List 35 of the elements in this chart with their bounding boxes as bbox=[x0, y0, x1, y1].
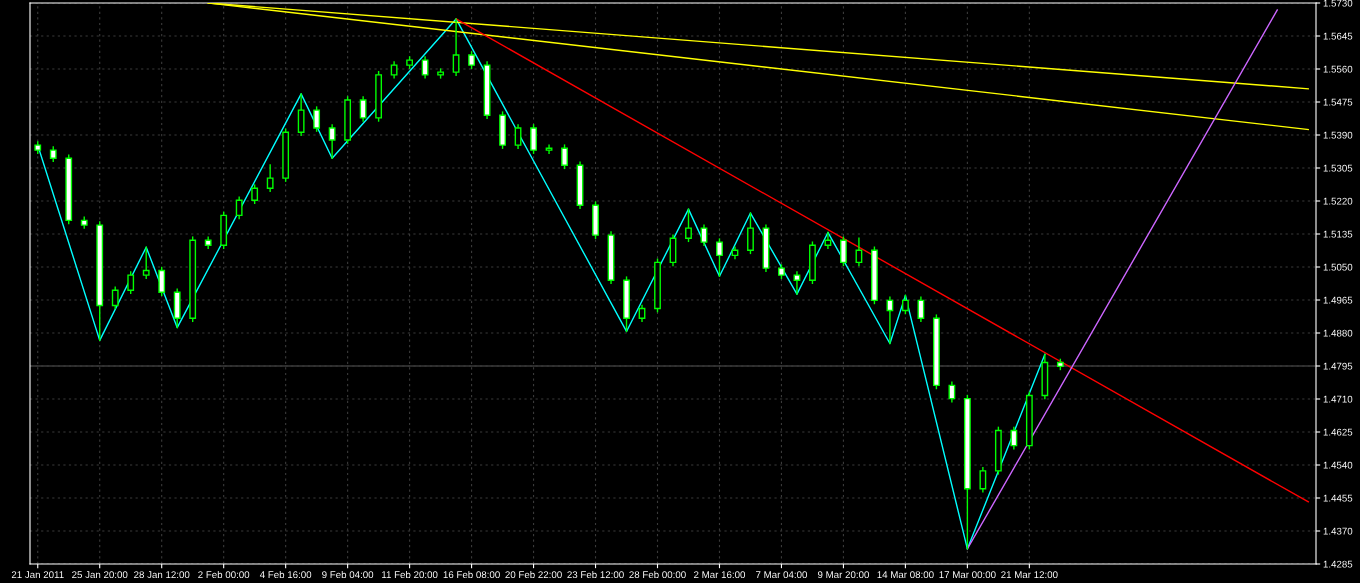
x-tick-label: 25 Jan 20:00 bbox=[72, 571, 128, 579]
y-tick-label: 1.5730 bbox=[1323, 0, 1353, 7]
x-tick-label: 17 Mar 00:00 bbox=[939, 571, 996, 579]
x-tick-label: 28 Jan 12:00 bbox=[134, 571, 190, 579]
y-tick-label: 1.5645 bbox=[1323, 32, 1353, 40]
y-tick-label: 1.4880 bbox=[1323, 329, 1353, 337]
y-tick-label: 1.5475 bbox=[1323, 98, 1353, 106]
x-tick-label: 14 Mar 08:00 bbox=[877, 571, 934, 579]
x-tick-label: 7 Mar 04:00 bbox=[756, 571, 808, 579]
y-tick-label: 1.5220 bbox=[1323, 197, 1353, 205]
y-tick-label: 1.4795 bbox=[1323, 362, 1353, 370]
y-tick-label: 1.5390 bbox=[1323, 131, 1353, 139]
y-tick-label: 1.4625 bbox=[1323, 428, 1353, 436]
x-tick-label: 9 Feb 04:00 bbox=[322, 570, 374, 579]
y-tick-label: 1.5305 bbox=[1323, 164, 1353, 172]
x-tick-label: 9 Mar 20:00 bbox=[817, 571, 869, 579]
x-tick-label: 2 Feb 00:00 bbox=[198, 570, 250, 579]
x-tick-label: 21 Jan 2011 bbox=[11, 571, 64, 579]
y-tick-label: 1.5050 bbox=[1323, 263, 1353, 271]
y-tick-label: 1.5560 bbox=[1323, 65, 1353, 73]
y-tick-label: 1.4965 bbox=[1323, 296, 1353, 304]
y-tick-label: 1.4710 bbox=[1323, 395, 1353, 403]
y-tick-label: 1.4370 bbox=[1323, 527, 1353, 535]
x-tick-label: 20 Feb 22:00 bbox=[505, 570, 562, 579]
x-tick-label: 2 Mar 16:00 bbox=[694, 571, 746, 579]
x-tick-label: 4 Feb 16:00 bbox=[259, 570, 312, 579]
x-tick-label: 16 Feb 08:00 bbox=[443, 570, 500, 579]
x-tick-label: 21 Mar 12:00 bbox=[1001, 571, 1058, 579]
y-tick-label: 1.4540 bbox=[1323, 461, 1353, 469]
y-tick-label: 1.4285 bbox=[1323, 560, 1353, 568]
y-tick-label: 1.5135 bbox=[1323, 230, 1353, 238]
x-tick-label: 28 Feb 00:00 bbox=[629, 570, 686, 579]
x-tick-label: 23 Feb 12:00 bbox=[567, 570, 624, 579]
x-tick-label: 11 Feb 20:00 bbox=[382, 570, 438, 579]
y-tick-label: 1.4455 bbox=[1323, 494, 1353, 502]
